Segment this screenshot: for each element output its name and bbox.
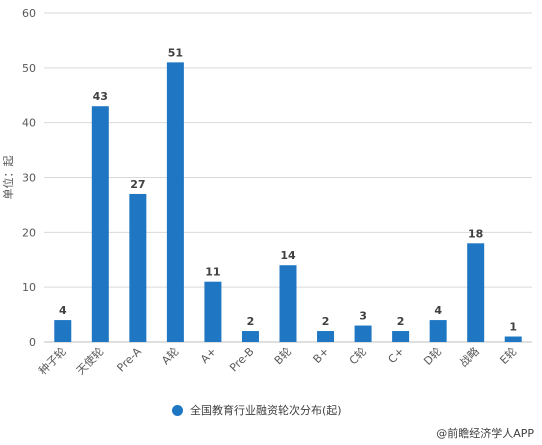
grid-lines (44, 12, 532, 288)
bar (317, 331, 335, 342)
x-tick-label: 天使轮 (73, 344, 106, 377)
data-label: 4 (434, 304, 442, 317)
bar (429, 320, 447, 342)
x-axis-ticks: 种子轮 天使轮 Pre-A A轮 A+ Pre-B B轮 B+ C轮 C+ D轮 战略 E轮 (36, 344, 520, 377)
x-tick-label: 种子轮 (36, 344, 69, 377)
x-tick-label: C+ (386, 345, 407, 366)
bar (467, 243, 485, 342)
x-tick-label: Pre-A (114, 345, 144, 375)
data-label: 1 (509, 321, 517, 334)
x-tick-label: D轮 (421, 344, 445, 368)
legend-marker (172, 404, 183, 416)
y-tick-label: 40 (22, 117, 36, 130)
data-label: 18 (468, 227, 483, 240)
data-label: 51 (168, 46, 183, 59)
data-label: 3 (359, 310, 367, 323)
data-label: 27 (130, 178, 145, 191)
y-axis-label: 单位：起 (1, 156, 15, 200)
bar (504, 336, 522, 342)
x-tick-label: B+ (311, 345, 332, 366)
data-label: 11 (205, 266, 220, 279)
y-tick-label: 50 (22, 62, 36, 75)
data-label: 43 (93, 90, 108, 103)
bar (129, 193, 147, 342)
legend-label: 全国教育行业融资轮次分布(起) (190, 404, 342, 417)
data-label: 2 (397, 315, 405, 328)
bar (166, 62, 184, 342)
data-labels: 4 43 27 51 11 2 14 2 3 2 4 18 1 (59, 46, 517, 333)
y-tick-label: 0 (29, 336, 36, 349)
x-tick-label: 战略 (456, 344, 481, 369)
bars (54, 62, 522, 342)
data-label: 2 (247, 315, 255, 328)
x-tick-label: A+ (198, 345, 219, 366)
source-credit: @前瞻经济学人APP (436, 427, 534, 440)
x-tick-label: C轮 (346, 344, 369, 367)
bar (392, 331, 410, 342)
y-tick-label: 20 (22, 226, 36, 239)
x-tick-label: E轮 (497, 344, 520, 367)
bar (91, 106, 109, 342)
x-tick-label: A轮 (159, 344, 182, 367)
bar (354, 325, 372, 342)
y-axis-ticks: 0 10 20 30 40 50 60 (22, 7, 36, 349)
x-tick-label: B轮 (271, 344, 294, 367)
y-tick-label: 10 (22, 281, 36, 294)
data-label: 14 (280, 249, 296, 262)
bar (279, 265, 297, 342)
legend: 全国教育行业融资轮次分布(起) (172, 402, 342, 418)
bar (241, 331, 259, 342)
data-label: 4 (59, 304, 67, 317)
data-label: 2 (322, 315, 330, 328)
y-tick-label: 30 (22, 172, 36, 185)
y-tick-label: 60 (22, 7, 36, 20)
bar (54, 320, 72, 342)
bar (204, 281, 222, 342)
x-tick-label: Pre-B (227, 345, 256, 374)
